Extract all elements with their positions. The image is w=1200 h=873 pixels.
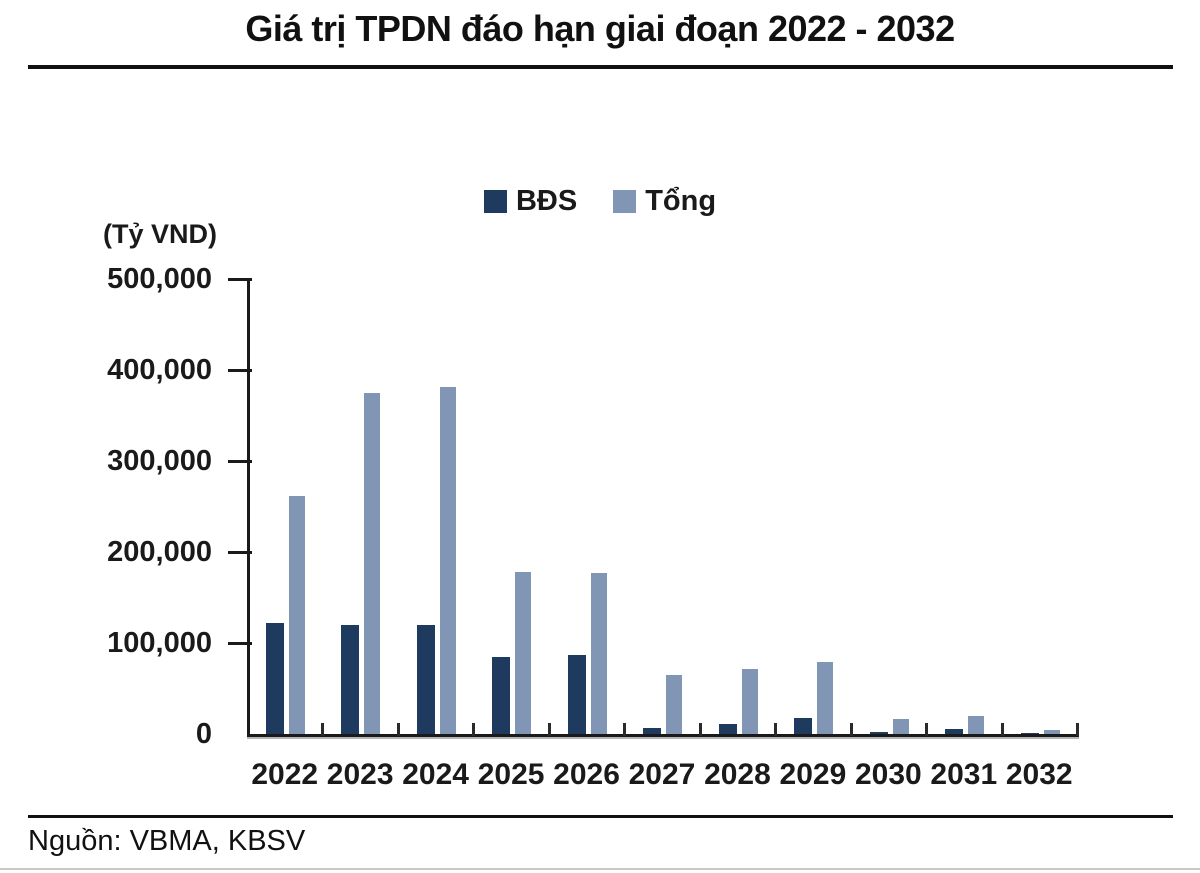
y-tick <box>228 551 252 554</box>
chart-legend: BĐS Tổng <box>0 185 1200 218</box>
y-tick-label: 200,000 <box>107 536 212 568</box>
x-tick-label-2031: 2031 <box>930 758 998 791</box>
y-tick-label: 500,000 <box>107 263 212 295</box>
legend-item-tong: Tổng <box>613 185 716 218</box>
bar-bds-2026 <box>568 655 586 734</box>
bar-tong-2030 <box>893 719 909 734</box>
bar-bds-2030 <box>870 732 888 734</box>
y-tick <box>228 278 252 281</box>
bar-bds-2022 <box>266 623 284 734</box>
x-axis <box>247 734 1079 737</box>
y-tick-label: 0 <box>195 718 212 750</box>
y-tick <box>228 642 252 645</box>
x-tick <box>321 723 325 736</box>
x-tick-label-2032: 2032 <box>1005 758 1073 791</box>
y-axis-unit-label: (Tỷ VND) <box>103 219 217 249</box>
x-tick <box>1076 723 1079 736</box>
x-tick-label-2028: 2028 <box>704 758 771 791</box>
bar-bds-2032 <box>1021 733 1039 734</box>
x-tick-label-2022: 2022 <box>251 758 319 791</box>
x-tick <box>1000 723 1004 736</box>
bar-tong-2031 <box>968 716 984 734</box>
bar-tong-2028 <box>742 669 758 734</box>
bar-tong-2029 <box>817 662 833 734</box>
y-tick-label: 300,000 <box>107 445 212 477</box>
x-tick <box>396 723 400 736</box>
x-tick-label-2026: 2026 <box>553 758 620 791</box>
source-note: Nguồn: VBMA, KBSV <box>28 825 306 857</box>
bar-tong-2032 <box>1044 730 1060 734</box>
bar-bds-2023 <box>341 625 359 734</box>
x-tick <box>774 723 778 736</box>
chart-title: Giá trị TPDN đáo hạn giai đoạn 2022 - 20… <box>245 8 955 49</box>
legend-label-bds: BĐS <box>515 185 578 217</box>
bar-tong-2027 <box>666 675 682 734</box>
x-tick <box>547 723 551 736</box>
y-tick-label: 100,000 <box>107 627 212 659</box>
bar-bds-2031 <box>945 729 963 734</box>
x-tick-label-2030: 2030 <box>854 758 922 791</box>
y-tick-label: 400,000 <box>107 354 212 386</box>
legend-label-tong: Tổng <box>645 185 717 217</box>
bar-bds-2024 <box>417 625 435 734</box>
x-tick-label-2029: 2029 <box>779 758 847 791</box>
bottom-rule <box>0 868 1200 870</box>
x-tick-label-2027: 2027 <box>628 758 696 791</box>
bar-tong-2024 <box>440 387 456 734</box>
y-tick <box>228 460 252 463</box>
y-tick <box>228 369 252 372</box>
x-tick <box>698 723 702 736</box>
bar-bds-2027 <box>643 728 661 734</box>
bar-bds-2025 <box>492 657 510 734</box>
legend-swatch-bds-icon <box>483 190 507 213</box>
x-tick <box>623 723 627 736</box>
bar-tong-2026 <box>591 573 607 734</box>
y-axis <box>247 279 250 736</box>
x-tick <box>472 723 476 736</box>
bar-bds-2028 <box>719 724 737 734</box>
legend-item-bds: BĐS <box>483 185 578 218</box>
x-tick <box>925 723 929 736</box>
bar-tong-2023 <box>364 393 380 734</box>
x-axis-shadow <box>247 737 1079 739</box>
bar-bds-2029 <box>794 718 812 734</box>
x-tick <box>849 723 853 736</box>
title-divider <box>28 65 1173 69</box>
footer-divider <box>28 815 1173 818</box>
x-tick-label-2023: 2023 <box>326 758 394 791</box>
bar-tong-2022 <box>289 496 305 734</box>
x-tick-label-2025: 2025 <box>477 758 545 791</box>
x-tick-label-2024: 2024 <box>402 758 469 791</box>
legend-swatch-tong-icon <box>613 190 637 213</box>
bar-tong-2025 <box>515 572 531 734</box>
